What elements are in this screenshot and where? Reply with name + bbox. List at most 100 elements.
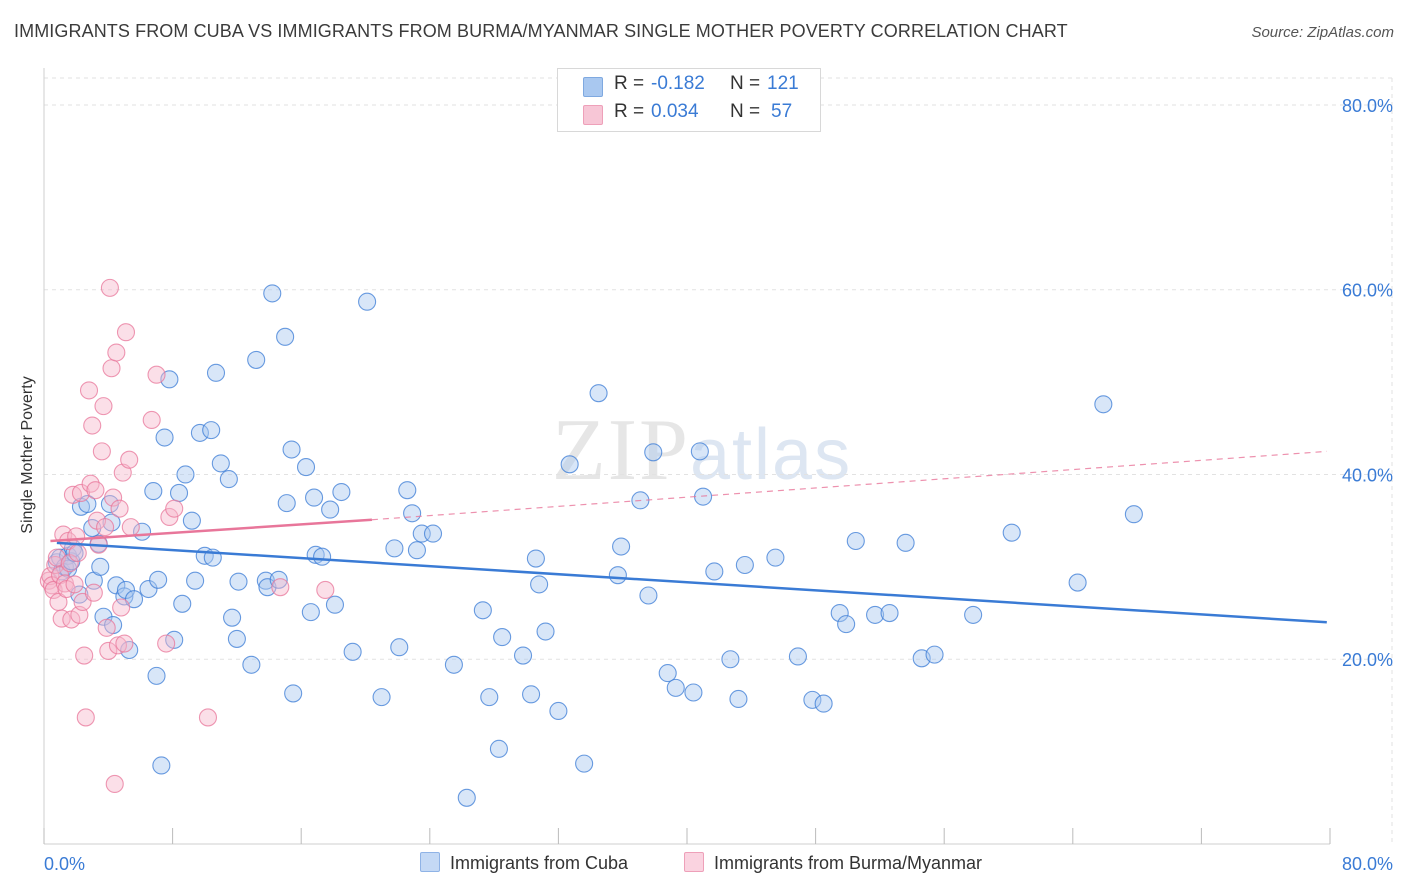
bottom-legend-label-cuba: Immigrants from Cuba bbox=[450, 853, 629, 873]
cuba-point bbox=[866, 605, 885, 624]
cuba-point bbox=[206, 363, 226, 382]
cuba-point bbox=[684, 683, 703, 702]
legend-swatch-burma bbox=[583, 105, 603, 125]
cuba-trend-line bbox=[56, 541, 1327, 624]
cuba-point bbox=[489, 739, 508, 758]
axes bbox=[43, 68, 1331, 845]
watermark-atlas: atlas bbox=[690, 415, 853, 495]
cuba-point bbox=[925, 645, 944, 664]
cuba-point bbox=[846, 531, 865, 551]
cuba-point bbox=[457, 788, 476, 807]
legend-r-value-cuba: -0.182 bbox=[651, 73, 705, 94]
burma-point bbox=[271, 578, 290, 597]
cuba-point bbox=[282, 440, 301, 459]
burma-point bbox=[71, 483, 91, 503]
burma-point bbox=[96, 518, 115, 537]
y-tick-label: 40.0% bbox=[1342, 465, 1393, 485]
cuba-point bbox=[124, 590, 144, 609]
cuba-point bbox=[277, 494, 296, 513]
cuba-point bbox=[229, 572, 248, 591]
cuba-point bbox=[173, 594, 192, 613]
cuba-point bbox=[423, 524, 443, 543]
cuba-point bbox=[694, 487, 713, 506]
cuba-point bbox=[1068, 573, 1087, 592]
cuba-point bbox=[296, 458, 316, 477]
cuba-point bbox=[152, 756, 171, 775]
burma-point bbox=[107, 343, 126, 362]
source-label: Source: ZipAtlas.com bbox=[1251, 24, 1394, 41]
cuba-point bbox=[830, 603, 849, 623]
cuba-point bbox=[147, 666, 166, 685]
burma-point bbox=[147, 365, 166, 384]
cuba-point bbox=[211, 454, 230, 473]
burma-point bbox=[75, 646, 94, 665]
cuba-point bbox=[612, 537, 631, 556]
cuba-point bbox=[522, 685, 541, 704]
cuba-point bbox=[803, 690, 822, 709]
cuba-point bbox=[276, 327, 295, 346]
burma-point bbox=[110, 499, 129, 518]
cuba-point bbox=[536, 622, 555, 641]
cuba-point bbox=[690, 442, 709, 461]
trend-lines bbox=[50, 450, 1327, 624]
burma-point bbox=[116, 323, 136, 342]
cuba-point bbox=[705, 562, 724, 581]
bottom-legend-swatch-burma bbox=[684, 852, 704, 872]
cuba-point bbox=[139, 579, 158, 599]
burma-point bbox=[108, 636, 127, 655]
cuba-point bbox=[284, 684, 303, 703]
watermark: ZIPatlas bbox=[552, 400, 852, 501]
cuba-point bbox=[321, 500, 340, 519]
cuba-point bbox=[480, 688, 499, 707]
legend-n-label: N = bbox=[730, 73, 761, 94]
watermark-zip: ZIP bbox=[552, 402, 690, 499]
burma-point bbox=[102, 359, 121, 378]
cuba-point bbox=[325, 595, 345, 614]
cuba-point bbox=[964, 605, 983, 624]
burma-point bbox=[92, 442, 111, 461]
bottom-legend-label-burma: Immigrants from Burma/Myanmar bbox=[714, 853, 983, 873]
cuba-point bbox=[219, 470, 238, 489]
cuba-point bbox=[896, 533, 915, 552]
cuba-point bbox=[269, 570, 288, 589]
burma-point bbox=[198, 708, 218, 727]
cuba-point bbox=[1094, 395, 1113, 414]
cuba-point bbox=[788, 647, 807, 666]
cuba-point bbox=[666, 678, 685, 697]
cuba-point bbox=[144, 482, 163, 501]
cuba-point bbox=[186, 571, 205, 590]
cuba-point bbox=[814, 694, 833, 713]
bottom-legend-swatch-cuba bbox=[420, 852, 440, 872]
cuba-point bbox=[444, 655, 463, 674]
cuba-point bbox=[403, 504, 422, 523]
cuba-point bbox=[1002, 523, 1021, 542]
cuba-point bbox=[513, 646, 533, 665]
legend-n-value-cuba: 121 bbox=[767, 73, 799, 94]
data-points bbox=[39, 278, 1143, 807]
burma-point bbox=[84, 583, 103, 602]
burma-point bbox=[46, 555, 65, 575]
burma-point bbox=[112, 598, 131, 617]
burma-point bbox=[115, 634, 134, 653]
cuba-point bbox=[227, 629, 246, 648]
burma-point bbox=[104, 488, 123, 507]
cuba-point bbox=[639, 586, 658, 605]
cuba-point bbox=[721, 650, 740, 669]
cuba-point bbox=[526, 549, 545, 568]
cuba-point bbox=[91, 557, 110, 576]
y-tick-label: 60.0% bbox=[1342, 281, 1393, 301]
cuba-point bbox=[169, 483, 189, 503]
cuba-point bbox=[658, 664, 677, 683]
cuba-point bbox=[766, 548, 785, 567]
cuba-point bbox=[78, 494, 97, 514]
cuba-point bbox=[223, 608, 242, 627]
cuba-point bbox=[263, 284, 282, 303]
legend-r-label: R = bbox=[614, 73, 645, 94]
legend-swatch-cuba bbox=[583, 77, 603, 97]
cuba-point bbox=[390, 638, 409, 657]
x-tick-label: 0.0% bbox=[44, 854, 85, 874]
cuba-point bbox=[332, 482, 351, 502]
cuba-point bbox=[398, 481, 417, 500]
y-tick-label: 20.0% bbox=[1342, 650, 1393, 670]
